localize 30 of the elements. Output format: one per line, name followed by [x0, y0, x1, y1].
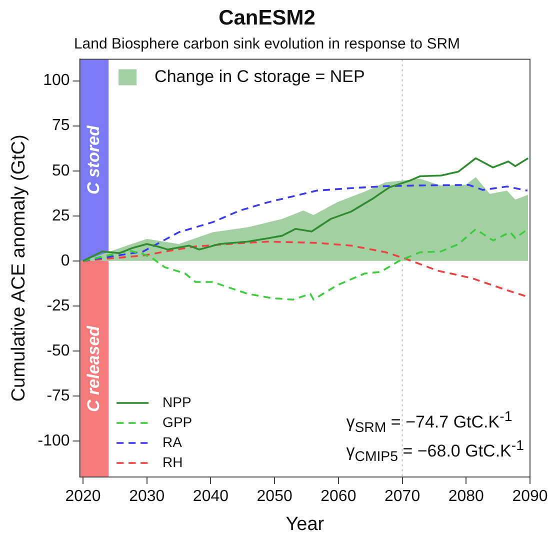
annotation: γ$_{CMIP5}$ = −68.0 GtC.K$^{-1}$ — [346, 436, 524, 466]
legend-label: Change in C storage = NEP — [154, 66, 365, 86]
x-tick-label: 2020 — [65, 488, 101, 506]
legend-label: GPP — [162, 414, 192, 430]
legend-label: NPP — [162, 394, 192, 410]
chart-title: CanESM2 — [218, 6, 316, 30]
y-tick-label: -75 — [46, 387, 70, 404]
x-tick-label: 2070 — [384, 488, 420, 506]
x-tick-label: 2050 — [256, 488, 292, 506]
annotation: γ$_{SRM}$ = −74.7 GtC.K$^{-1}$ — [346, 408, 514, 437]
x-tick-label: 2030 — [129, 488, 165, 506]
y-tick-label: -50 — [46, 342, 70, 360]
y-tick-label: 75 — [52, 117, 70, 134]
band-label: C stored — [84, 124, 103, 195]
chart-subtitle: Land Biosphere carbon sink evolution in response to SRM — [74, 35, 460, 52]
x-tick-label: 2090 — [512, 488, 548, 506]
y-tick-label: -100 — [38, 432, 70, 450]
y-tick-label: 50 — [52, 162, 70, 180]
band-label: C released — [84, 325, 103, 412]
y-tick-label: 0 — [60, 252, 70, 270]
x-tick-label: 2080 — [448, 488, 484, 506]
y-axis-title: Cumulative ACE anomaly (GtC) — [8, 134, 30, 402]
legend-label: RH — [162, 454, 183, 470]
x-tick-label: 2040 — [192, 488, 229, 506]
y-tick-label: -25 — [46, 297, 70, 314]
y-tick-label: 100 — [43, 72, 70, 90]
x-axis-title: Year — [286, 514, 325, 535]
x-tick-label: 2060 — [320, 488, 356, 506]
legend-label: RA — [162, 434, 183, 450]
y-tick-label: 25 — [52, 207, 70, 224]
